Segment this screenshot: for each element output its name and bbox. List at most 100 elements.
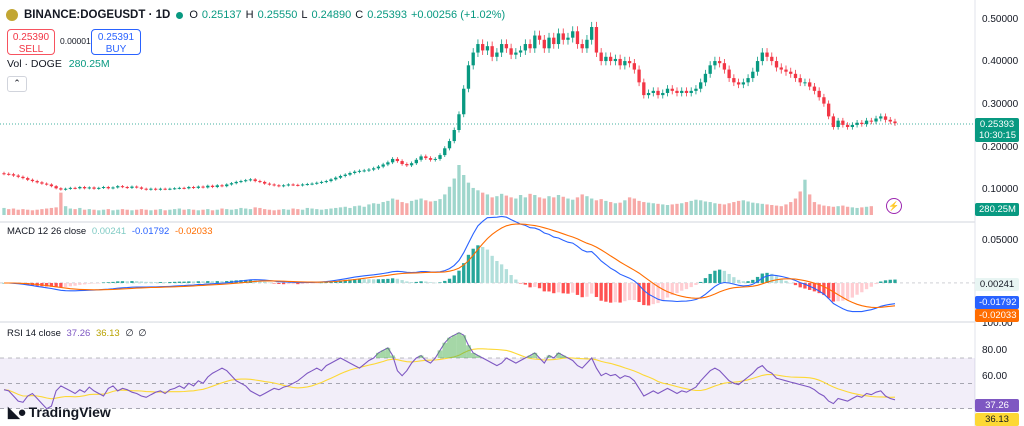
volume-bar <box>613 203 618 215</box>
candle <box>386 162 390 165</box>
alert-lightning-icon[interactable]: ⚡ <box>886 198 902 214</box>
volume-bar <box>168 209 172 215</box>
candle <box>281 185 286 187</box>
candle <box>855 122 859 125</box>
macd-histogram-bar <box>547 282 551 292</box>
volume-bar <box>793 198 798 215</box>
macd-histogram-bar <box>708 273 712 283</box>
candle <box>518 50 523 53</box>
macd-legend[interactable]: MACD 12 26 close 0.00241 -0.01792 -0.020… <box>7 226 213 237</box>
volume-bar <box>2 207 6 215</box>
volume-bar <box>755 203 760 215</box>
macd-histogram-bar <box>717 269 722 283</box>
macd-histogram-bar <box>87 282 91 284</box>
macd-histogram-bar <box>850 282 855 298</box>
candle <box>334 177 338 180</box>
candle <box>580 44 584 49</box>
volume-bar <box>267 209 272 215</box>
volume-bar <box>196 210 200 215</box>
macd-histogram-bar <box>599 282 603 301</box>
volume-bar <box>244 208 248 215</box>
macd-histogram-bar <box>97 282 101 284</box>
macd-histogram-bar <box>727 273 731 283</box>
rsi-label: RSI 14 close <box>7 328 61 339</box>
macd-hist-value: 0.00241 <box>91 226 127 237</box>
macd-histogram-bar <box>206 281 210 283</box>
volume-bar <box>462 175 466 215</box>
volume-bar <box>329 208 333 215</box>
doge-coin-icon <box>6 9 18 21</box>
candle <box>154 188 158 190</box>
volume-bar <box>599 199 603 215</box>
rsi-legend[interactable]: RSI 14 close 37.26 36.13 ∅ ∅ <box>7 328 147 339</box>
macd-histogram-bar <box>523 282 527 285</box>
macd-histogram-bar <box>305 282 309 284</box>
macd-histogram-bar <box>803 282 807 289</box>
buy-button[interactable]: 0.25391 BUY <box>91 29 141 55</box>
volume-bar <box>694 199 698 215</box>
macd-histogram-bar <box>703 278 708 283</box>
macd-histogram-bar <box>841 282 845 301</box>
macd-histogram-bar <box>812 282 817 292</box>
candle <box>883 116 888 120</box>
candle <box>561 33 565 40</box>
candle <box>400 161 404 165</box>
buy-label: BUY <box>105 44 127 55</box>
candle <box>732 78 736 83</box>
macd-histogram-bar <box>888 279 892 283</box>
rsi-ma-tag: 36.13 <box>975 413 1019 426</box>
sell-button[interactable]: 0.25390 SELL <box>7 29 55 55</box>
candle <box>215 185 219 188</box>
collapse-legend-icon[interactable]: ⌃ <box>7 76 27 92</box>
macd-histogram-bar <box>736 279 741 283</box>
candle <box>514 52 518 55</box>
candle <box>348 172 352 175</box>
macd-histogram-bar <box>741 281 745 283</box>
candle <box>755 61 760 72</box>
macd-histogram-bar <box>684 282 689 290</box>
candle <box>272 184 276 186</box>
macd-histogram-bar <box>215 281 219 283</box>
volume-bar <box>803 179 807 215</box>
macd-histogram-bar <box>713 270 717 283</box>
volume-bar <box>722 204 727 215</box>
tradingview-logo[interactable]: ◣● TradingView <box>8 403 111 421</box>
macd-histogram-bar <box>343 279 347 283</box>
macd-histogram-bar <box>732 277 736 283</box>
volume-bar <box>73 209 77 215</box>
volume-bar <box>215 209 219 215</box>
macd-histogram-bar <box>263 281 267 283</box>
volume-bar <box>746 201 750 215</box>
volume-bar <box>533 195 537 215</box>
volume-bar <box>779 206 783 215</box>
volume-bar <box>182 209 186 215</box>
macd-histogram-bar <box>462 263 466 283</box>
candle <box>466 65 471 89</box>
macd-histogram-bar <box>874 282 878 285</box>
market-status-icon <box>176 11 184 19</box>
volume-bar <box>305 207 309 215</box>
candle <box>661 92 665 96</box>
macd-histogram-bar <box>405 281 409 283</box>
macd-histogram-bar <box>300 282 305 284</box>
macd-histogram-bar <box>537 282 542 289</box>
macd-histogram-bar <box>191 281 196 283</box>
macd-histogram-bar <box>504 269 509 283</box>
volume-bar <box>291 208 295 215</box>
symbol-name[interactable]: BINANCE:DOGEUSDT · 1D <box>24 9 171 21</box>
candle <box>438 155 442 159</box>
macd-histogram-bar <box>836 282 840 302</box>
volume-bar <box>765 204 769 215</box>
candle <box>390 158 395 163</box>
candle <box>533 35 537 49</box>
candle <box>717 61 722 64</box>
macd-histogram-bar <box>651 282 655 305</box>
candle <box>599 52 603 62</box>
volume-bar <box>476 190 480 215</box>
volume-legend[interactable]: Vol · DOGE 280.25M <box>7 58 110 70</box>
candle <box>571 31 575 38</box>
bar-countdown: 10:30:15 <box>979 130 1016 141</box>
candle <box>703 73 708 83</box>
volume-bar <box>44 208 49 215</box>
